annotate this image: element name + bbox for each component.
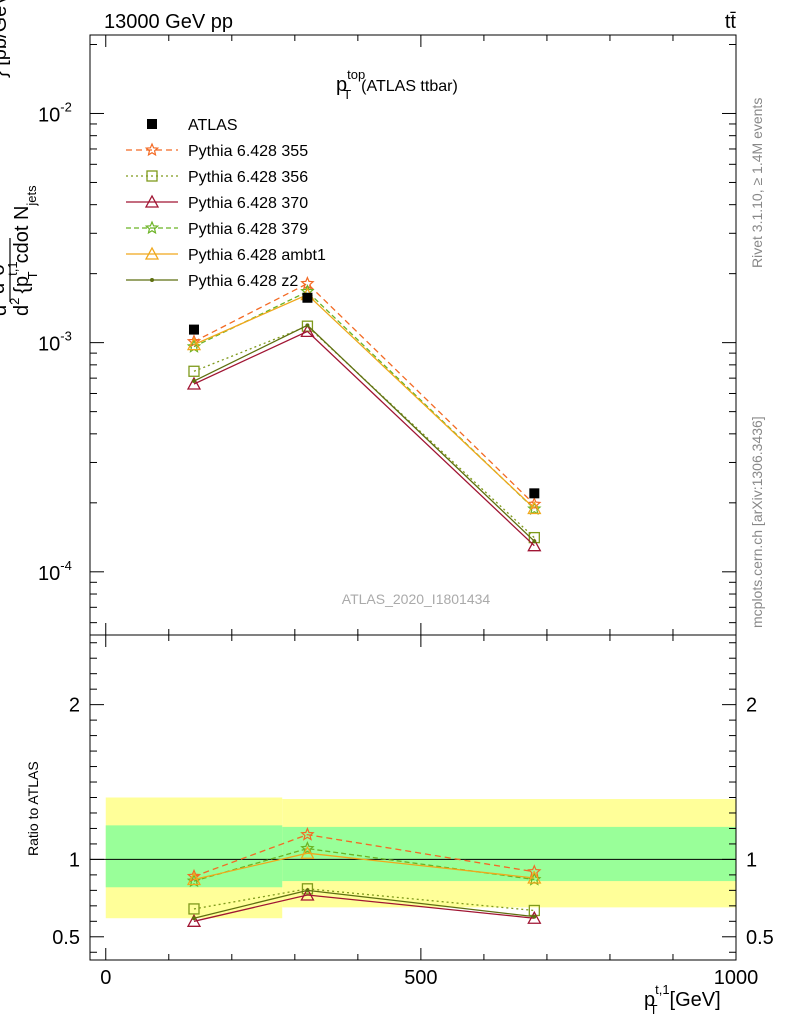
data-point [302,292,313,303]
series-point-2 [186,376,202,390]
mcplots-label: mcplots.cern.ch [arXiv:1306.3436] [749,416,765,628]
axis-tick-labels: 0 500 1000 10-2 10-3 10-4 0.5 0.5 1 1 2 2 [38,99,774,989]
ratio-point-1 [301,883,314,895]
legend-marker-0 [144,142,160,157]
ratio-line-0 [193,833,535,878]
plot-title: ptop T (ATLAS ttbar) [336,67,458,102]
x-tick-label: 1000 [714,967,759,989]
legend-label-4: Pythia 6.428 ambt1 [188,247,326,264]
series-point-2 [527,538,542,552]
svg-text:d: d [0,305,11,316]
series-line-5 [193,324,535,542]
series-point-1 [188,365,200,377]
x-axis-label: pt,1 T [GeV] [644,982,721,1017]
series-point-0 [527,496,542,511]
ratio-point-2 [186,913,202,927]
y-ratio-tick-label: 1 [69,849,80,871]
series-point-2 [300,324,315,338]
ratio-point-3 [300,841,315,855]
series-line-4 [193,293,535,509]
y-main-tick-label: 10-3 [38,329,72,356]
ratio-point-2 [527,910,542,924]
band-green-1 [282,826,736,882]
legend-label-3: Pythia 6.428 379 [188,221,308,238]
main-plot-frame [89,34,737,636]
svg-text:} [pb/GeV]: } [pb/GeV] [0,0,11,78]
ratio-point-5 [532,914,537,919]
data-point [188,324,199,335]
series-line-1 [193,325,535,539]
header-right: tt̄ [725,11,737,33]
series-line-0 [193,282,535,505]
ratio-point-4 [186,872,202,886]
series-line-2 [193,330,535,547]
y-ratio-tick-label-right: 0.5 [746,927,774,949]
x-tick-label: 500 [404,967,437,989]
ratio-line-2 [193,894,535,922]
ratio-point-0 [300,827,315,841]
ratio-line-4 [193,852,535,881]
series-point-5 [532,539,537,544]
analysis-watermark: ATLAS_2020_I1801434 [342,591,491,607]
header-left: 13000 GeV pp [104,11,233,33]
y-ratio-tick-label: 0.5 [52,927,80,949]
y-ratio-tick-label-right: 2 [746,695,757,717]
y-main-tick-label: 10-4 [38,558,72,585]
legend-marker-4 [144,246,160,260]
series-point-3 [527,501,542,516]
legend-label-1: Pythia 6.428 356 [188,169,308,186]
x-tick-label: 0 [100,967,111,989]
ratio-y-axis-label: Ratio to ATLAS [25,761,41,856]
ratio-bands [105,797,736,919]
ratio-series-layer [186,827,542,927]
legend-marker-data [147,119,157,129]
legend-marker-5 [150,278,154,282]
ratio-point-5 [191,916,196,921]
svg-text:d2σfid: d2σfid [0,250,9,294]
legend-label-2: Pythia 6.428 370 [188,195,308,212]
series-point-5 [305,323,310,328]
series-line-3 [193,290,535,510]
legend-marker-3 [144,220,160,235]
data-point [529,488,540,499]
y-ratio-tick-label: 2 [69,695,80,717]
series-point-4 [186,337,202,351]
legend-label-5: Pythia 6.428 z2 [188,273,298,290]
rivet-label: Rivet 3.1.10, ≥ 1.4M events [749,98,765,268]
y-ratio-tick-label-right: 1 [746,849,757,871]
legend-label-data: ATLAS [188,117,238,134]
ratio-point-4 [527,870,542,884]
ratio-point-4 [300,845,315,859]
series-point-4 [527,501,542,515]
legend-marker-1 [146,170,158,182]
legend-marker-2 [144,194,160,208]
legend: ATLAS Pythia 6.428 355 Pythia 6.428 356 Pyt… [126,117,326,290]
series-point-5 [191,379,196,384]
band-green-0 [105,825,283,888]
ratio-point-2 [300,887,315,901]
y-main-tick-label: 10-2 [38,99,72,126]
axis-ticks [90,35,737,960]
legend-label-0: Pythia 6.428 355 [188,143,308,160]
main-series-layer [186,276,542,552]
ratio-point-5 [305,888,310,893]
ratio-point-1 [188,903,200,915]
